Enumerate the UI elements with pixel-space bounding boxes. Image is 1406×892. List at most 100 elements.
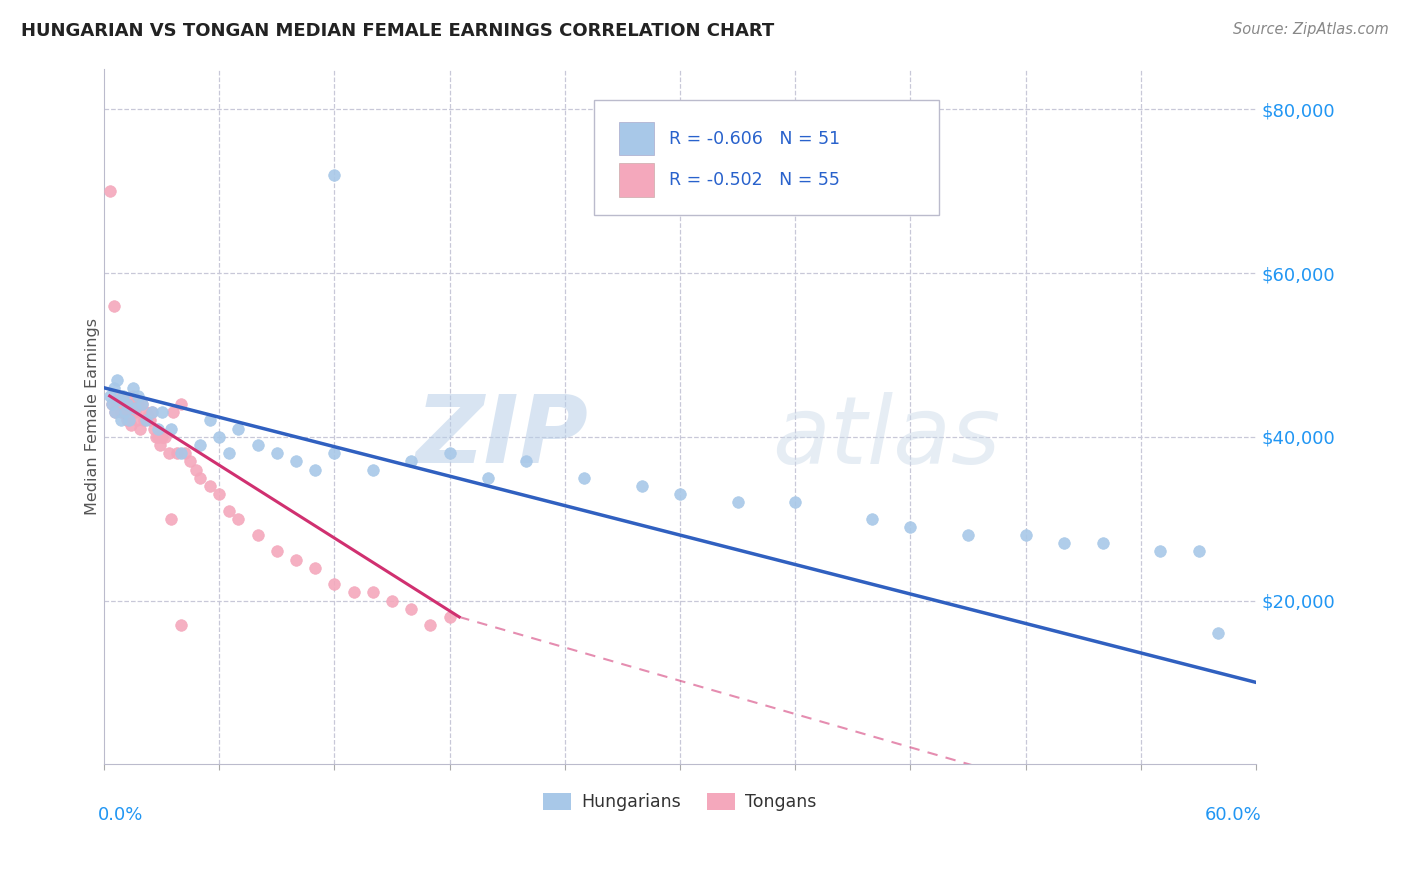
Point [323, 446, 346, 460]
Text: 0.0%: 0.0% [98, 806, 143, 824]
Point [218, 446, 240, 460]
Text: R = -0.606   N = 51: R = -0.606 N = 51 [668, 130, 839, 148]
Point [120, 417, 142, 432]
Point [630, 479, 652, 493]
Point [785, 495, 807, 509]
Point [100, 397, 122, 411]
Point [104, 405, 127, 419]
Point [266, 544, 288, 558]
Point [129, 422, 152, 436]
Point [188, 438, 211, 452]
Point [118, 413, 141, 427]
Point [124, 401, 146, 416]
Point [1053, 536, 1076, 550]
Point [170, 397, 193, 411]
Point [284, 454, 307, 468]
Point [135, 405, 157, 419]
Text: atlas: atlas [772, 392, 1001, 483]
Point [104, 405, 127, 419]
Point [304, 462, 326, 476]
Point [160, 512, 183, 526]
Point [118, 409, 141, 424]
Point [110, 413, 132, 427]
Point [399, 601, 422, 615]
Y-axis label: Median Female Earnings: Median Female Earnings [86, 318, 100, 515]
Point [131, 397, 153, 411]
Legend: Hungarians, Tongans: Hungarians, Tongans [536, 786, 824, 818]
FancyBboxPatch shape [619, 122, 654, 155]
Point [208, 487, 231, 501]
Point [155, 430, 177, 444]
Point [284, 552, 307, 566]
Point [139, 413, 162, 427]
Point [184, 462, 207, 476]
Point [266, 446, 288, 460]
Point [112, 389, 135, 403]
Point [439, 610, 461, 624]
Point [124, 405, 146, 419]
Point [115, 397, 138, 411]
Point [103, 381, 125, 395]
Text: Source: ZipAtlas.com: Source: ZipAtlas.com [1233, 22, 1389, 37]
Text: HUNGARIAN VS TONGAN MEDIAN FEMALE EARNINGS CORRELATION CHART: HUNGARIAN VS TONGAN MEDIAN FEMALE EARNIN… [21, 22, 775, 40]
Point [146, 430, 169, 444]
Point [162, 405, 184, 419]
Point [323, 168, 346, 182]
Point [127, 389, 149, 403]
Point [114, 405, 136, 419]
Point [105, 397, 128, 411]
FancyBboxPatch shape [619, 163, 654, 196]
FancyBboxPatch shape [593, 100, 939, 215]
Point [108, 392, 131, 407]
Point [1015, 528, 1038, 542]
Point [146, 422, 169, 436]
Point [150, 430, 173, 444]
Point [141, 405, 163, 419]
Point [135, 413, 157, 427]
Point [112, 392, 135, 407]
Point [110, 405, 132, 419]
Point [98, 184, 121, 198]
Point [228, 512, 250, 526]
Point [131, 397, 153, 411]
Point [127, 397, 149, 411]
Point [900, 520, 922, 534]
Text: ZIP: ZIP [415, 392, 588, 483]
Point [361, 585, 384, 599]
Point [228, 422, 250, 436]
Point [136, 409, 159, 424]
Point [727, 495, 749, 509]
Point [381, 593, 404, 607]
Point [160, 422, 183, 436]
Point [419, 618, 441, 632]
Point [342, 585, 364, 599]
Text: 60.0%: 60.0% [1205, 806, 1263, 824]
Point [188, 471, 211, 485]
Point [142, 422, 165, 436]
Point [98, 389, 121, 403]
Point [477, 471, 499, 485]
Point [108, 389, 131, 403]
Point [150, 405, 173, 419]
Point [304, 561, 326, 575]
Point [1187, 544, 1209, 558]
Point [166, 446, 188, 460]
Point [115, 413, 138, 427]
Point [515, 454, 537, 468]
Point [145, 430, 167, 444]
Point [170, 446, 193, 460]
Point [439, 446, 461, 460]
Point [246, 438, 269, 452]
Point [246, 528, 269, 542]
Point [149, 438, 172, 452]
Point [860, 512, 883, 526]
Point [141, 405, 163, 419]
Point [323, 577, 346, 591]
Point [157, 446, 180, 460]
Point [105, 373, 128, 387]
Point [100, 397, 122, 411]
Point [198, 413, 221, 427]
Point [399, 454, 422, 468]
Text: R = -0.502   N = 55: R = -0.502 N = 55 [668, 171, 839, 189]
Point [179, 454, 201, 468]
